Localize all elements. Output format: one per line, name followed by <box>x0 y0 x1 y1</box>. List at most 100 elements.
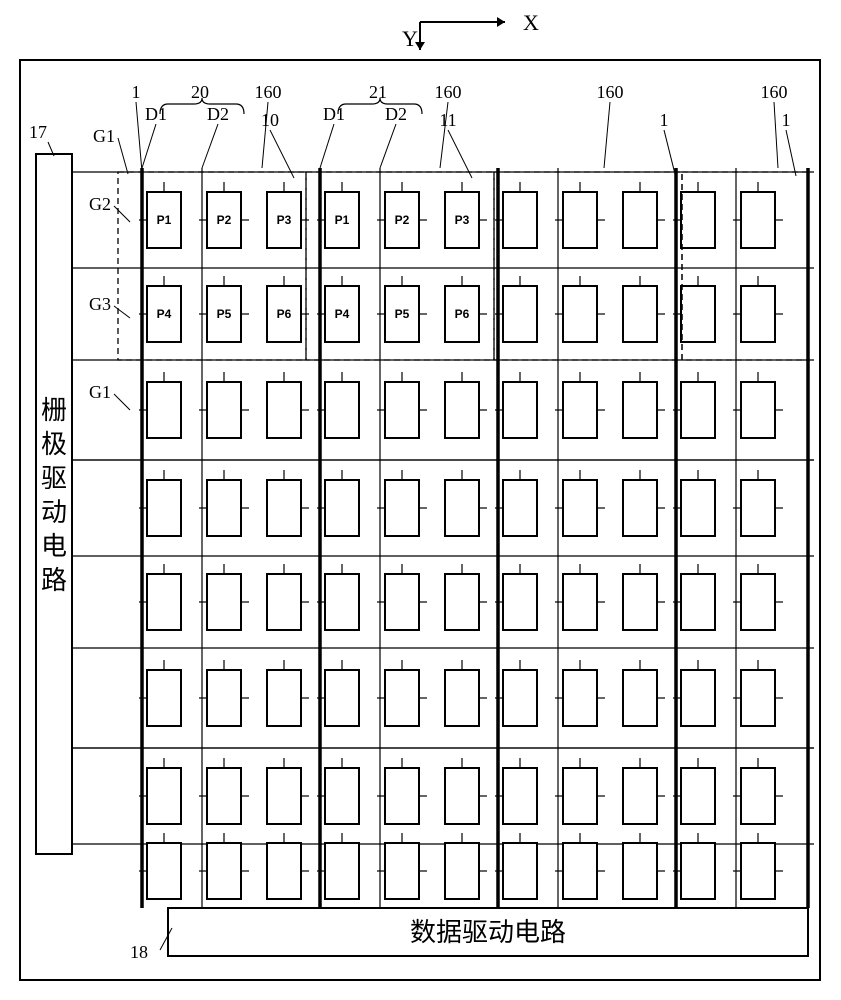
pixel <box>741 480 775 536</box>
top-label: 160 <box>435 82 462 102</box>
pixel <box>503 286 537 342</box>
pixel <box>385 480 419 536</box>
pixel-label: P4 <box>335 307 350 321</box>
pixel <box>267 480 301 536</box>
pixel <box>385 768 419 824</box>
side-label: 17 <box>29 122 47 142</box>
pixel <box>563 382 597 438</box>
pixel <box>503 768 537 824</box>
pixel <box>741 574 775 630</box>
pixel <box>445 768 479 824</box>
pixel <box>681 286 715 342</box>
pixel <box>623 574 657 630</box>
svg-text:电: 电 <box>41 532 67 561</box>
pixel <box>445 574 479 630</box>
pixel <box>503 192 537 248</box>
pixel <box>563 192 597 248</box>
pixel <box>207 382 241 438</box>
pixel-label: P6 <box>455 307 470 321</box>
top-label: D1 <box>323 104 345 124</box>
pixel <box>267 574 301 630</box>
side-label: G2 <box>89 194 111 214</box>
pixel-label: P5 <box>395 307 410 321</box>
top-label: D1 <box>145 104 167 124</box>
pixel-label: P2 <box>395 213 410 227</box>
pixel <box>445 670 479 726</box>
pixel <box>147 574 181 630</box>
pixel <box>681 670 715 726</box>
top-label: D2 <box>207 104 229 124</box>
side-label: G3 <box>89 294 111 314</box>
pixel <box>147 382 181 438</box>
top-label: 20 <box>191 82 209 102</box>
pixel <box>207 768 241 824</box>
pixel <box>623 768 657 824</box>
pixel <box>267 382 301 438</box>
pixel <box>445 843 479 899</box>
pixel <box>681 192 715 248</box>
pixel <box>563 670 597 726</box>
pixel-label: P4 <box>157 307 172 321</box>
pixel-label: P1 <box>157 213 172 227</box>
pixel <box>741 382 775 438</box>
side-label: G1 <box>89 382 111 402</box>
pixel <box>207 574 241 630</box>
pixel <box>147 480 181 536</box>
top-label: 160 <box>597 82 624 102</box>
pixel <box>563 574 597 630</box>
pixel <box>325 670 359 726</box>
y-axis-label: Y <box>402 26 418 51</box>
top-label: D2 <box>385 104 407 124</box>
top-label: 160 <box>255 82 282 102</box>
pixel <box>147 768 181 824</box>
svg-text:极: 极 <box>41 430 67 459</box>
pixel-label: P3 <box>277 213 292 227</box>
pixel <box>563 480 597 536</box>
pixel <box>147 843 181 899</box>
pixel <box>741 670 775 726</box>
pixel <box>681 843 715 899</box>
pixel <box>503 382 537 438</box>
pixel-label: P3 <box>455 213 470 227</box>
top-label: 1 <box>660 110 669 130</box>
svg-text:动: 动 <box>41 498 67 527</box>
pixel <box>503 670 537 726</box>
pixel <box>741 843 775 899</box>
x-axis-label: X <box>523 10 539 35</box>
pixel <box>563 768 597 824</box>
top-label: 11 <box>439 110 456 130</box>
data-driver-label: 数据驱动电路 <box>410 918 566 947</box>
pixel <box>207 480 241 536</box>
pixel <box>623 382 657 438</box>
pixel <box>385 843 419 899</box>
svg-text:路: 路 <box>41 566 67 595</box>
pixel <box>503 480 537 536</box>
pixel <box>681 382 715 438</box>
pixel <box>325 574 359 630</box>
side-label: G1 <box>93 126 115 146</box>
top-label: 1 <box>132 82 141 102</box>
pixel <box>503 574 537 630</box>
svg-text:驱: 驱 <box>41 464 67 493</box>
pixel <box>147 670 181 726</box>
pixel <box>445 382 479 438</box>
top-label: 10 <box>261 110 279 130</box>
pixel <box>741 286 775 342</box>
data-driver-ref: 18 <box>130 942 148 962</box>
pixel <box>325 382 359 438</box>
pixel <box>681 768 715 824</box>
pixel <box>385 382 419 438</box>
pixel <box>207 843 241 899</box>
pixel <box>385 670 419 726</box>
pixel <box>267 768 301 824</box>
pixel <box>623 843 657 899</box>
pixel <box>267 843 301 899</box>
pixel <box>681 480 715 536</box>
pixel-label: P2 <box>217 213 232 227</box>
svg-text:栅: 栅 <box>41 396 67 425</box>
pixel <box>325 480 359 536</box>
pixel <box>623 670 657 726</box>
pixel <box>623 286 657 342</box>
pixel <box>267 670 301 726</box>
pixel <box>623 480 657 536</box>
